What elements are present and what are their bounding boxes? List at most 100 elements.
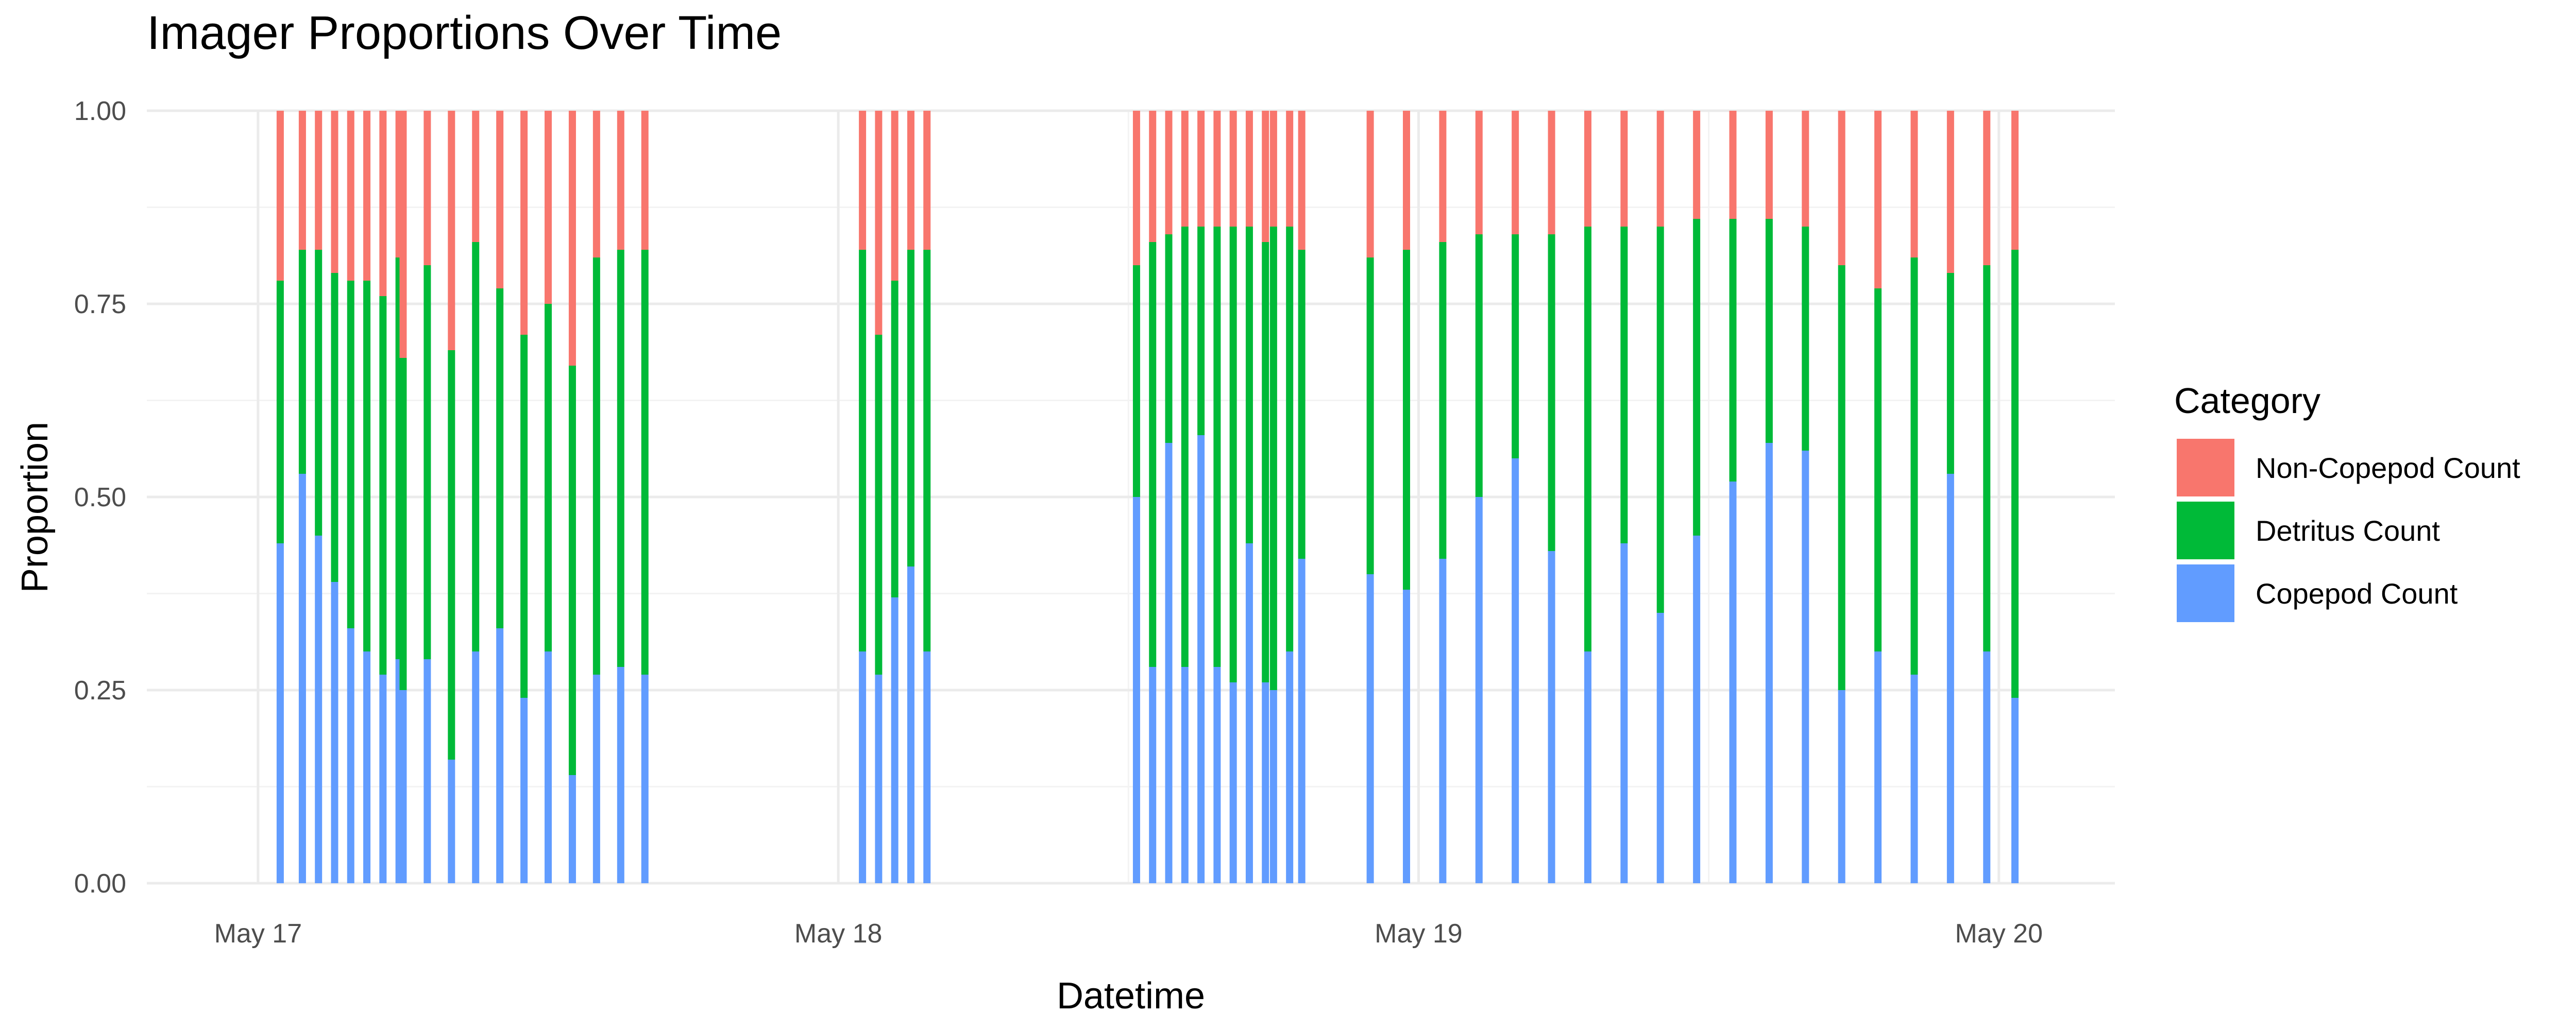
bar-copepod-count: [1269, 690, 1277, 883]
bar-copepod-count: [859, 651, 867, 883]
bar-copepod-count: [617, 667, 624, 883]
bar-copepod-count: [1245, 543, 1253, 883]
bar-detritus-count: [1286, 227, 1294, 651]
bar-non-copepod-count: [379, 111, 387, 296]
bar-detritus-count: [1245, 227, 1253, 543]
bar-copepod-count: [315, 536, 323, 883]
bar-copepod-count: [1765, 443, 1773, 883]
bar-copepod-count: [2011, 698, 2019, 883]
bar-copepod-count: [1656, 613, 1664, 883]
y-tick-label: 0.75: [74, 289, 126, 319]
bar-non-copepod-count: [1149, 111, 1157, 242]
bar-non-copepod-count: [1765, 111, 1773, 219]
bars-layer: [276, 111, 2019, 883]
bar-non-copepod-count: [1620, 111, 1628, 227]
bar-detritus-count: [1584, 227, 1591, 651]
bar-detritus-count: [641, 250, 649, 675]
bar-detritus-count: [1149, 242, 1157, 667]
bar-copepod-count: [496, 628, 504, 883]
ticks-layer: 0.00 0.25 0.50 0.75 1.00 May 17 May 18 May 19 Ma…: [74, 96, 2043, 949]
bar-detritus-count: [1765, 219, 1773, 443]
bar-copepod-count: [1149, 667, 1157, 883]
legend-label-copepod-count: Copepod Count: [2256, 577, 2458, 610]
bar-detritus-count: [1132, 265, 1140, 497]
bar-detritus-count: [399, 358, 407, 690]
bar-copepod-count: [399, 690, 407, 883]
bar-detritus-count: [1656, 227, 1664, 613]
bar-non-copepod-count: [315, 111, 323, 250]
bar-detritus-count: [1838, 265, 1845, 690]
bar-non-copepod-count: [1262, 111, 1269, 242]
bar-detritus-count: [592, 258, 600, 675]
legend-title: Category: [2174, 381, 2320, 421]
y-axis-title: Proportion: [14, 422, 56, 593]
bar-detritus-count: [423, 265, 431, 659]
bar-non-copepod-count: [1512, 111, 1519, 234]
bar-copepod-count: [1298, 559, 1306, 883]
bar-detritus-count: [2011, 250, 2019, 698]
bar-detritus-count: [379, 296, 387, 675]
bar-non-copepod-count: [592, 111, 600, 258]
bar-non-copepod-count: [891, 111, 899, 281]
bar-detritus-count: [1213, 227, 1221, 667]
x-tick-label: May 20: [1955, 919, 2043, 949]
bar-detritus-count: [545, 304, 552, 651]
bar-detritus-count: [1197, 227, 1205, 435]
x-tick-label: May 18: [794, 919, 883, 949]
bar-non-copepod-count: [1298, 111, 1306, 250]
bar-detritus-count: [1910, 258, 1918, 675]
bar-copepod-count: [1402, 590, 1410, 883]
bar-non-copepod-count: [331, 111, 338, 273]
bar-copepod-count: [641, 675, 649, 883]
bar-detritus-count: [1181, 227, 1189, 667]
bar-non-copepod-count: [617, 111, 624, 250]
bar-non-copepod-count: [1181, 111, 1189, 227]
bar-non-copepod-count: [1910, 111, 1918, 258]
bar-detritus-count: [907, 250, 914, 566]
bar-detritus-count: [1620, 227, 1628, 543]
bar-copepod-count: [520, 698, 528, 883]
bar-copepod-count: [472, 651, 480, 883]
bar-copepod-count: [1838, 690, 1845, 883]
bar-detritus-count: [331, 273, 338, 582]
bar-detritus-count: [347, 281, 354, 628]
bar-detritus-count: [1874, 288, 1882, 651]
bar-non-copepod-count: [496, 111, 504, 288]
bar-non-copepod-count: [1286, 111, 1294, 227]
bar-detritus-count: [1165, 234, 1173, 443]
bar-copepod-count: [1910, 675, 1918, 883]
bar-copepod-count: [276, 543, 284, 883]
bar-detritus-count: [1229, 227, 1237, 682]
bar-copepod-count: [1439, 559, 1447, 883]
bar-non-copepod-count: [641, 111, 649, 250]
grid-layer: [147, 109, 2115, 885]
bar-detritus-count: [875, 335, 883, 675]
bar-non-copepod-count: [1548, 111, 1555, 234]
bar-non-copepod-count: [1983, 111, 1991, 265]
bar-non-copepod-count: [1245, 111, 1253, 227]
bar-copepod-count: [1475, 497, 1483, 883]
bar-non-copepod-count: [1729, 111, 1737, 219]
bar-copepod-count: [1197, 435, 1205, 883]
bar-non-copepod-count: [568, 111, 576, 366]
bar-detritus-count: [1262, 242, 1269, 682]
bar-copepod-count: [1983, 651, 1991, 883]
bar-copepod-count: [923, 651, 931, 883]
bar-copepod-count: [1946, 474, 1954, 883]
y-tick-label: 1.00: [74, 96, 126, 126]
bar-copepod-count: [347, 628, 354, 883]
bar-detritus-count: [1439, 242, 1447, 559]
bar-non-copepod-count: [276, 111, 284, 281]
bar-copepod-count: [1874, 651, 1882, 883]
bar-detritus-count: [1729, 219, 1737, 482]
bar-detritus-count: [276, 281, 284, 543]
bar-copepod-count: [875, 675, 883, 883]
bar-copepod-count: [1620, 543, 1628, 883]
bar-detritus-count: [1946, 273, 1954, 474]
bar-copepod-count: [1512, 458, 1519, 883]
bar-non-copepod-count: [472, 111, 480, 242]
y-tick-label: 0.50: [74, 483, 126, 512]
bar-copepod-count: [298, 474, 306, 883]
legend-label-non-copepod-count: Non-Copepod Count: [2256, 452, 2520, 484]
bar-copepod-count: [1584, 651, 1591, 883]
